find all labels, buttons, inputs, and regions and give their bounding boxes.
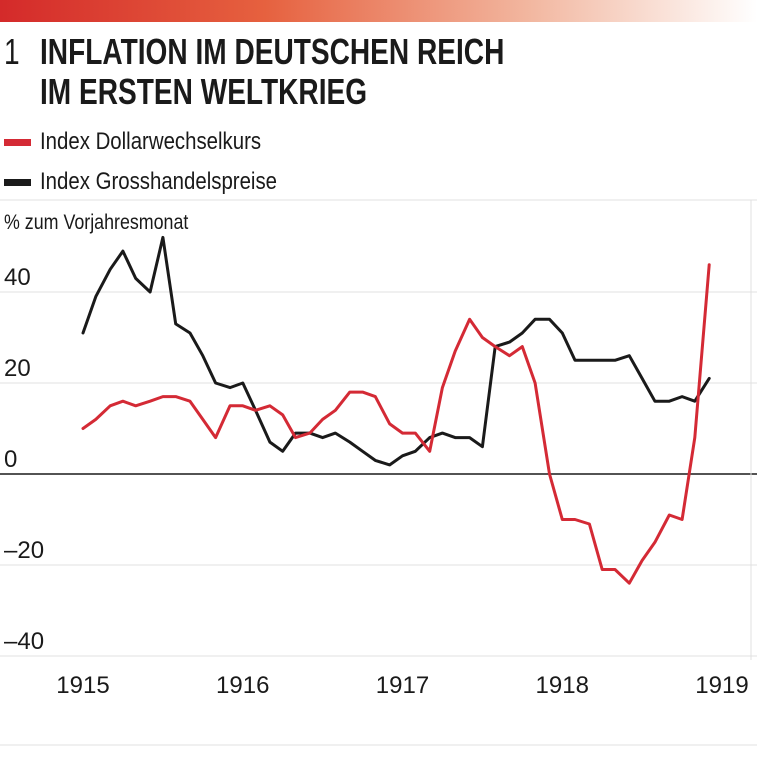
header-accent-bar bbox=[0, 0, 757, 22]
x-tick-label: 1916 bbox=[216, 672, 269, 699]
gridlines bbox=[0, 199, 757, 746]
legend-swatch-wholesale bbox=[4, 179, 31, 186]
legend-label-wholesale: Index Grosshandelspreise bbox=[40, 168, 278, 195]
x-tick-label: 1918 bbox=[536, 672, 589, 699]
x-tick-label: 1919 bbox=[695, 672, 748, 699]
y-tick-label: –40 bbox=[4, 628, 44, 655]
chart-title: INFLATION IM DEUTSCHEN REICH IM ERSTEN W… bbox=[40, 32, 504, 112]
chart-title-line-2: IM ERSTEN WELTKRIEG bbox=[40, 71, 368, 112]
legend-label-dollar: Index Dollarwechselkurs bbox=[40, 128, 262, 155]
chart-title-line-1: INFLATION IM DEUTSCHEN REICH bbox=[40, 31, 505, 72]
series-lines bbox=[81, 235, 711, 585]
y-axis-label: % zum Vorjahresmonat bbox=[4, 211, 189, 235]
x-tick-labels: 1915 1916 1917 1918 1919 bbox=[56, 672, 748, 699]
series-line-wholesale bbox=[81, 235, 711, 467]
x-tick-label: 1917 bbox=[376, 672, 429, 699]
y-tick-label: 40 bbox=[4, 264, 31, 291]
y-tick-label: 0 bbox=[4, 446, 17, 473]
y-tick-labels: –40 –20 0 20 40 bbox=[4, 264, 44, 655]
legend-swatch-dollar bbox=[4, 139, 31, 146]
series-line-dollar bbox=[81, 263, 711, 585]
y-tick-label: –20 bbox=[4, 537, 44, 564]
figure-number: 1 bbox=[4, 31, 20, 72]
y-tick-label: 20 bbox=[4, 355, 31, 382]
x-tick-label: 1915 bbox=[56, 672, 109, 699]
